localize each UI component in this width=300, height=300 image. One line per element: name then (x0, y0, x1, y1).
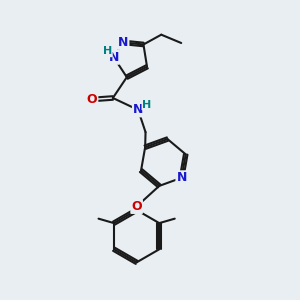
Text: O: O (131, 200, 142, 213)
Text: N: N (133, 103, 143, 116)
Text: H: H (142, 100, 152, 110)
Text: H: H (103, 46, 112, 56)
Text: N: N (109, 51, 119, 64)
Text: N: N (118, 36, 128, 49)
Text: O: O (87, 93, 98, 106)
Text: N: N (176, 171, 187, 184)
